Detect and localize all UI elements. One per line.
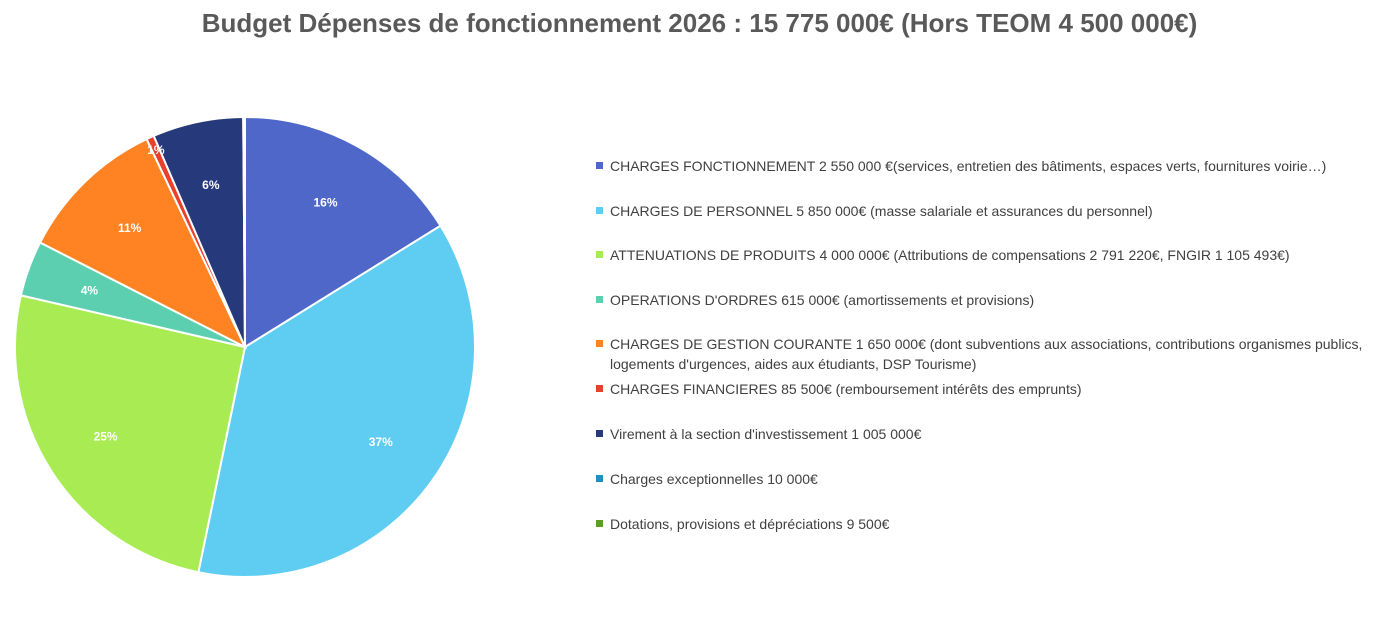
legend-item-0: CHARGES FONCTIONNEMENT 2 550 000 €(servi… xyxy=(596,156,1386,176)
legend-item-8: Dotations, provisions et dépréciations 9… xyxy=(596,514,1386,534)
legend-swatch xyxy=(596,251,603,258)
pie-data-label-0: 16% xyxy=(314,195,338,209)
legend-item-4: CHARGES DE GESTION COURANTE 1 650 000€ (… xyxy=(596,334,1386,374)
legend-label: ATTENUATIONS DE PRODUITS 4 000 000€ (Att… xyxy=(610,247,1290,263)
legend-swatch xyxy=(596,520,603,527)
legend-label: CHARGES DE PERSONNEL 5 850 000€ (masse s… xyxy=(610,203,1153,219)
legend-swatch xyxy=(596,340,603,347)
legend-item-7: Charges exceptionnelles 10 000€ xyxy=(596,469,1386,489)
legend-swatch xyxy=(596,296,603,303)
legend-swatch xyxy=(596,207,603,214)
legend-item-2: ATTENUATIONS DE PRODUITS 4 000 000€ (Att… xyxy=(596,245,1386,265)
legend-swatch xyxy=(596,385,603,392)
legend-item-3: OPERATIONS D'ORDRES 615 000€ (amortissem… xyxy=(596,290,1386,310)
pie-slice-2 xyxy=(14,294,247,574)
pie-data-label-4: 11% xyxy=(118,221,142,235)
legend-item-5: CHARGES FINANCIERES 85 500€ (rembourseme… xyxy=(596,379,1386,399)
legend-swatch xyxy=(596,162,603,169)
pie-data-label-5: 1% xyxy=(147,143,165,157)
pie-slice-1 xyxy=(197,224,476,578)
legend-label: Dotations, provisions et dépréciations 9… xyxy=(610,516,890,532)
legend-label: CHARGES FINANCIERES 85 500€ (rembourseme… xyxy=(610,381,1082,397)
legend-swatch xyxy=(596,430,603,437)
legend-label: CHARGES DE GESTION COURANTE 1 650 000€ (… xyxy=(610,336,1363,372)
pie-slice-8 xyxy=(243,115,246,348)
chart-title: Budget Dépenses de fonctionnement 2026 :… xyxy=(201,8,1198,38)
pie-data-label-6: 6% xyxy=(202,178,220,192)
pie-data-label-3: 4% xyxy=(81,283,99,297)
pie-data-label-2: 25% xyxy=(94,429,118,443)
legend-swatch xyxy=(596,475,603,482)
legend-label: Virement à la section d'investissement 1… xyxy=(610,426,922,442)
pie-slice-4 xyxy=(38,137,248,350)
pie-data-label-1: 37% xyxy=(369,435,393,449)
legend-item-1: CHARGES DE PERSONNEL 5 850 000€ (masse s… xyxy=(596,201,1386,221)
legend-label: OPERATIONS D'ORDRES 615 000€ (amortissem… xyxy=(610,292,1035,308)
legend-item-6: Virement à la section d'investissement 1… xyxy=(596,424,1386,444)
legend-label: CHARGES FONCTIONNEMENT 2 550 000 €(servi… xyxy=(610,158,1327,174)
pie-chart: 16% 37% 25% 4% 11% 1% 6% xyxy=(14,115,476,578)
pie-slice-0 xyxy=(244,115,442,349)
legend-label: Charges exceptionnelles 10 000€ xyxy=(610,471,818,487)
